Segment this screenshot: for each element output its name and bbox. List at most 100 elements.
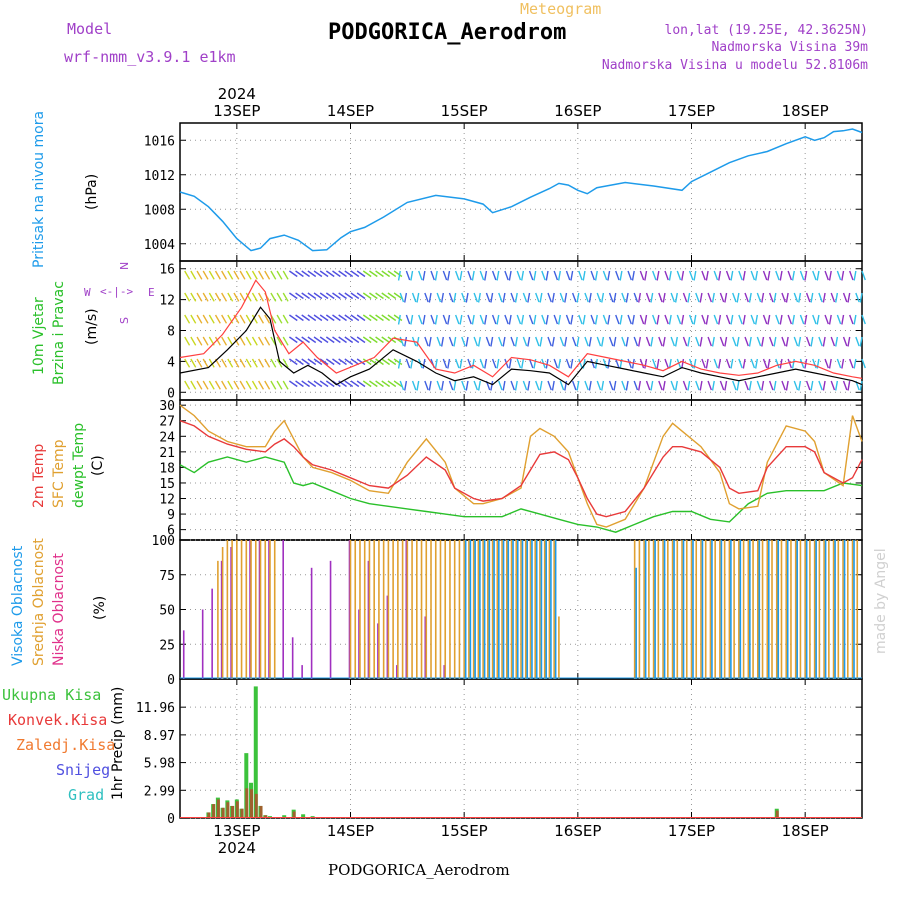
wind-barb bbox=[473, 380, 479, 391]
y-tick-label: 21 bbox=[159, 446, 175, 461]
wind-barb bbox=[773, 336, 777, 347]
wind-barb bbox=[650, 336, 654, 347]
wind-barb bbox=[221, 358, 228, 368]
wind-barb bbox=[289, 380, 298, 388]
precip-legend-snow: Snijeg bbox=[56, 761, 111, 779]
wind-barb bbox=[539, 336, 543, 347]
wind-barb bbox=[393, 292, 403, 300]
wind-barb bbox=[270, 336, 277, 346]
wind-barb bbox=[522, 380, 528, 391]
wind-barb bbox=[551, 380, 555, 391]
wind-barb bbox=[245, 314, 252, 324]
wind-barb bbox=[779, 314, 783, 325]
wind-barb bbox=[270, 292, 277, 302]
wind-barb bbox=[613, 292, 617, 303]
wind-barb bbox=[245, 292, 252, 302]
wind-barb bbox=[504, 314, 509, 325]
wind-barb bbox=[516, 270, 522, 281]
wind-barb bbox=[828, 314, 832, 325]
wind-barb bbox=[688, 314, 694, 325]
wind-barb bbox=[824, 358, 829, 369]
precip-conv-bar bbox=[292, 811, 296, 818]
wind-barb bbox=[681, 270, 685, 281]
wind-barb bbox=[369, 380, 378, 388]
wind-barb bbox=[859, 292, 863, 303]
wind-barb bbox=[804, 270, 808, 281]
wind-barb bbox=[496, 314, 500, 325]
wind-barb bbox=[644, 358, 648, 369]
wind-barb bbox=[779, 270, 783, 281]
day-label-top: 16SEP bbox=[554, 102, 601, 120]
day-label-top: 13SEP bbox=[213, 102, 260, 120]
wind-barb bbox=[662, 292, 666, 303]
wind-barb bbox=[405, 314, 411, 325]
wind-barb bbox=[535, 292, 540, 303]
wind-barb bbox=[485, 292, 491, 303]
wind-barb bbox=[639, 358, 645, 369]
wind-barb bbox=[270, 270, 277, 280]
wind-barb bbox=[798, 380, 802, 391]
wind-barb bbox=[270, 380, 277, 390]
wind-barb bbox=[245, 358, 252, 368]
wind-barb bbox=[453, 336, 457, 347]
precip-conv-bar bbox=[240, 808, 244, 818]
wind-barb bbox=[344, 314, 354, 322]
wind-barb bbox=[551, 336, 555, 347]
wind-barb bbox=[502, 292, 506, 303]
wind-barb bbox=[510, 336, 515, 347]
wind-barb bbox=[393, 270, 403, 278]
wind-barb bbox=[613, 336, 617, 347]
wind-barb bbox=[454, 314, 460, 325]
wind-barb bbox=[397, 270, 401, 281]
wind-barb bbox=[282, 270, 289, 280]
wind-barb bbox=[369, 270, 378, 278]
y-tick-label: 11.96 bbox=[136, 701, 175, 716]
wind-barb bbox=[615, 314, 620, 325]
wind-barb bbox=[405, 270, 411, 281]
wind-barb bbox=[861, 314, 866, 325]
wind-barb bbox=[295, 292, 304, 300]
t2m-line bbox=[179, 420, 863, 518]
wind-barb bbox=[251, 270, 258, 280]
wind-barb bbox=[258, 314, 265, 324]
wind-barb bbox=[812, 270, 817, 281]
wind-barb bbox=[516, 314, 522, 325]
wind-barb bbox=[553, 314, 559, 325]
wind-barb bbox=[440, 292, 445, 303]
wind-barb bbox=[356, 358, 366, 366]
wind-barb bbox=[295, 336, 304, 344]
wind-barb bbox=[442, 314, 448, 325]
wind-barb bbox=[596, 336, 602, 347]
wind-barb bbox=[416, 292, 420, 303]
wind-barb bbox=[184, 314, 191, 324]
wind-barb bbox=[701, 314, 706, 325]
wind-barb bbox=[584, 336, 589, 347]
wind-barb bbox=[621, 292, 626, 303]
precip-total-bar bbox=[253, 686, 258, 818]
wind-barb bbox=[533, 270, 537, 281]
wind-barb bbox=[344, 336, 354, 344]
wind-barb bbox=[633, 336, 639, 347]
wind-barb bbox=[688, 358, 694, 369]
wind-barb bbox=[502, 336, 506, 347]
wind-barb bbox=[528, 270, 534, 281]
wind-barb bbox=[221, 270, 228, 280]
wind-barb bbox=[202, 292, 209, 302]
wind-barb bbox=[707, 336, 713, 347]
wind-barb bbox=[405, 358, 411, 369]
wind-barb bbox=[849, 358, 854, 369]
wind-barb bbox=[705, 314, 709, 325]
y-tick-label: 1004 bbox=[144, 238, 175, 253]
wind-barb bbox=[258, 292, 265, 302]
wind-barb bbox=[301, 380, 310, 388]
wind-barb bbox=[422, 358, 426, 369]
wind-barb bbox=[768, 292, 774, 303]
wind-barb bbox=[276, 336, 283, 346]
wind-barb bbox=[861, 358, 866, 369]
wind-barb bbox=[761, 380, 765, 391]
wind-barb bbox=[448, 292, 454, 303]
wind-barb bbox=[350, 292, 360, 300]
y-tick-label: 6 bbox=[167, 524, 175, 539]
wind-barb bbox=[775, 358, 780, 369]
wind-barb bbox=[785, 336, 789, 347]
